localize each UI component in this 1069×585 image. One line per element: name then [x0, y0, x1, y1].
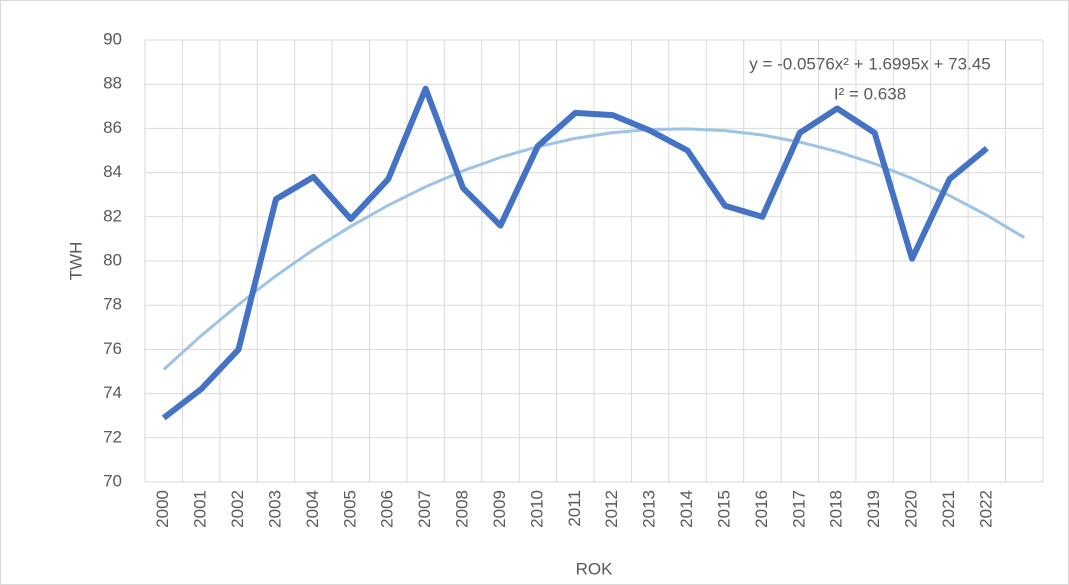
x-tick-label: 2015: [714, 490, 733, 528]
y-tick-label: 88: [103, 74, 122, 93]
x-tick-label: 2006: [378, 490, 397, 528]
x-tick-label: 2007: [415, 490, 434, 528]
x-tick-label: 2014: [677, 490, 696, 528]
x-tick-label: 2022: [976, 490, 995, 528]
grid: [144, 39, 1044, 483]
x-tick-label: 2016: [752, 490, 771, 528]
x-axis-title: ROK: [576, 559, 614, 578]
x-tick-label: 2013: [640, 490, 659, 528]
x-tick-label: 2018: [827, 490, 846, 528]
trendline-r2: I² = 0.638: [834, 84, 906, 103]
x-tick-label: 2001: [191, 490, 210, 528]
x-tick-label: 2005: [340, 490, 359, 528]
x-tick-label: 2002: [228, 490, 247, 528]
x-tick-label: 2012: [602, 490, 621, 528]
y-tick-label: 82: [103, 206, 122, 225]
y-tick-label: 70: [103, 471, 122, 490]
x-tick-label: 2019: [864, 490, 883, 528]
data-line: [161, 85, 989, 421]
x-tick-label: 2011: [565, 490, 584, 527]
x-tick-label: 2017: [789, 490, 808, 528]
y-tick-label: 72: [103, 427, 122, 446]
x-tick-label: 2004: [303, 490, 322, 528]
y-tick-label: 78: [103, 295, 122, 314]
x-tick-label: 2009: [490, 490, 509, 528]
x-tick-label: 2020: [902, 490, 921, 528]
trendline: [162, 127, 1026, 371]
x-tick-label: 2003: [265, 490, 284, 528]
x-tick-label: 2008: [453, 490, 472, 528]
y-tick-label: 86: [103, 118, 122, 137]
y-tick-label: 80: [103, 250, 122, 269]
trendline-equation: y = -0.0576x² + 1.6995x + 73.45: [749, 54, 990, 73]
y-tick-label: 90: [103, 29, 122, 48]
y-tick-label: 76: [103, 339, 122, 358]
x-tick-label: 2010: [527, 490, 546, 528]
y-tick-label: 74: [103, 383, 122, 402]
y-axis-title: TWH: [66, 242, 85, 281]
x-tick-label: 2000: [153, 490, 172, 528]
x-tick-label: 2021: [939, 490, 958, 528]
y-tick-label: 84: [103, 162, 122, 181]
